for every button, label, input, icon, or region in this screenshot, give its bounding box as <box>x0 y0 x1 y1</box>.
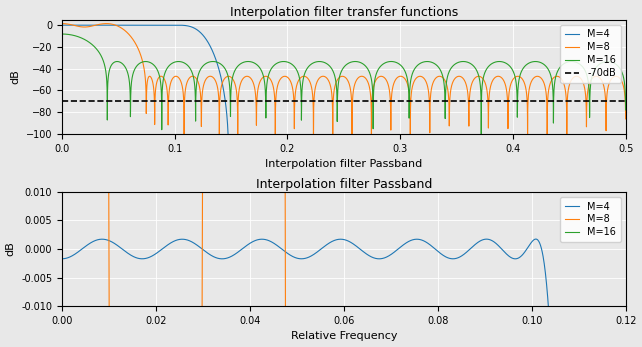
M=4 <box>225 137 232 142</box>
Line: M=4: M=4 <box>62 25 625 139</box>
M=16 <box>465 61 473 65</box>
Y-axis label: dB: dB <box>6 242 15 256</box>
M=4 <box>451 256 459 261</box>
M=8 <box>227 75 235 79</box>
M=4 <box>499 249 507 253</box>
M=4 <box>172 23 180 27</box>
M=4 <box>288 137 296 142</box>
M=4 <box>293 137 300 142</box>
M=4 <box>496 245 503 249</box>
Line: M=4: M=4 <box>62 239 630 347</box>
M=8 <box>180 137 188 142</box>
M=4 <box>535 240 543 245</box>
M=8 <box>540 80 548 84</box>
M=16 <box>293 68 300 72</box>
M=4 <box>58 257 66 261</box>
Line: M=16: M=16 <box>62 34 625 136</box>
M=16 <box>227 87 235 92</box>
Title: Interpolation filter transfer functions: Interpolation filter transfer functions <box>230 6 458 18</box>
M=4 <box>227 137 235 142</box>
M=16 <box>288 62 296 66</box>
M=8 <box>58 22 66 26</box>
M=8 <box>293 83 300 87</box>
X-axis label: Relative Frequency: Relative Frequency <box>291 331 397 341</box>
M=16 <box>358 61 365 65</box>
M=8 <box>621 117 629 121</box>
M=4 <box>358 137 366 142</box>
Title: Interpolation filter Passband: Interpolation filter Passband <box>256 178 432 191</box>
X-axis label: Interpolation filter Passband: Interpolation filter Passband <box>265 159 422 169</box>
M=4 <box>465 137 473 142</box>
M=4 <box>621 137 629 142</box>
M=16 <box>540 62 548 66</box>
M=8 <box>288 83 296 87</box>
M=4 <box>540 137 548 142</box>
M=4 <box>125 252 133 256</box>
M=16 <box>621 108 629 112</box>
M=8 <box>358 74 366 78</box>
Legend: M=4, M=8, M=16: M=4, M=8, M=16 <box>560 197 621 242</box>
M=16 <box>58 32 66 36</box>
M=4 <box>532 237 540 241</box>
Line: M=8: M=8 <box>62 24 625 139</box>
M=8 <box>465 105 473 109</box>
M=8 <box>103 22 110 26</box>
Legend: M=4, M=8, M=16, -70dB: M=4, M=8, M=16, -70dB <box>560 25 621 83</box>
Y-axis label: dB: dB <box>10 69 20 84</box>
Line: M=8: M=8 <box>62 0 630 347</box>
M=16 <box>478 134 485 138</box>
M=4 <box>58 23 66 27</box>
